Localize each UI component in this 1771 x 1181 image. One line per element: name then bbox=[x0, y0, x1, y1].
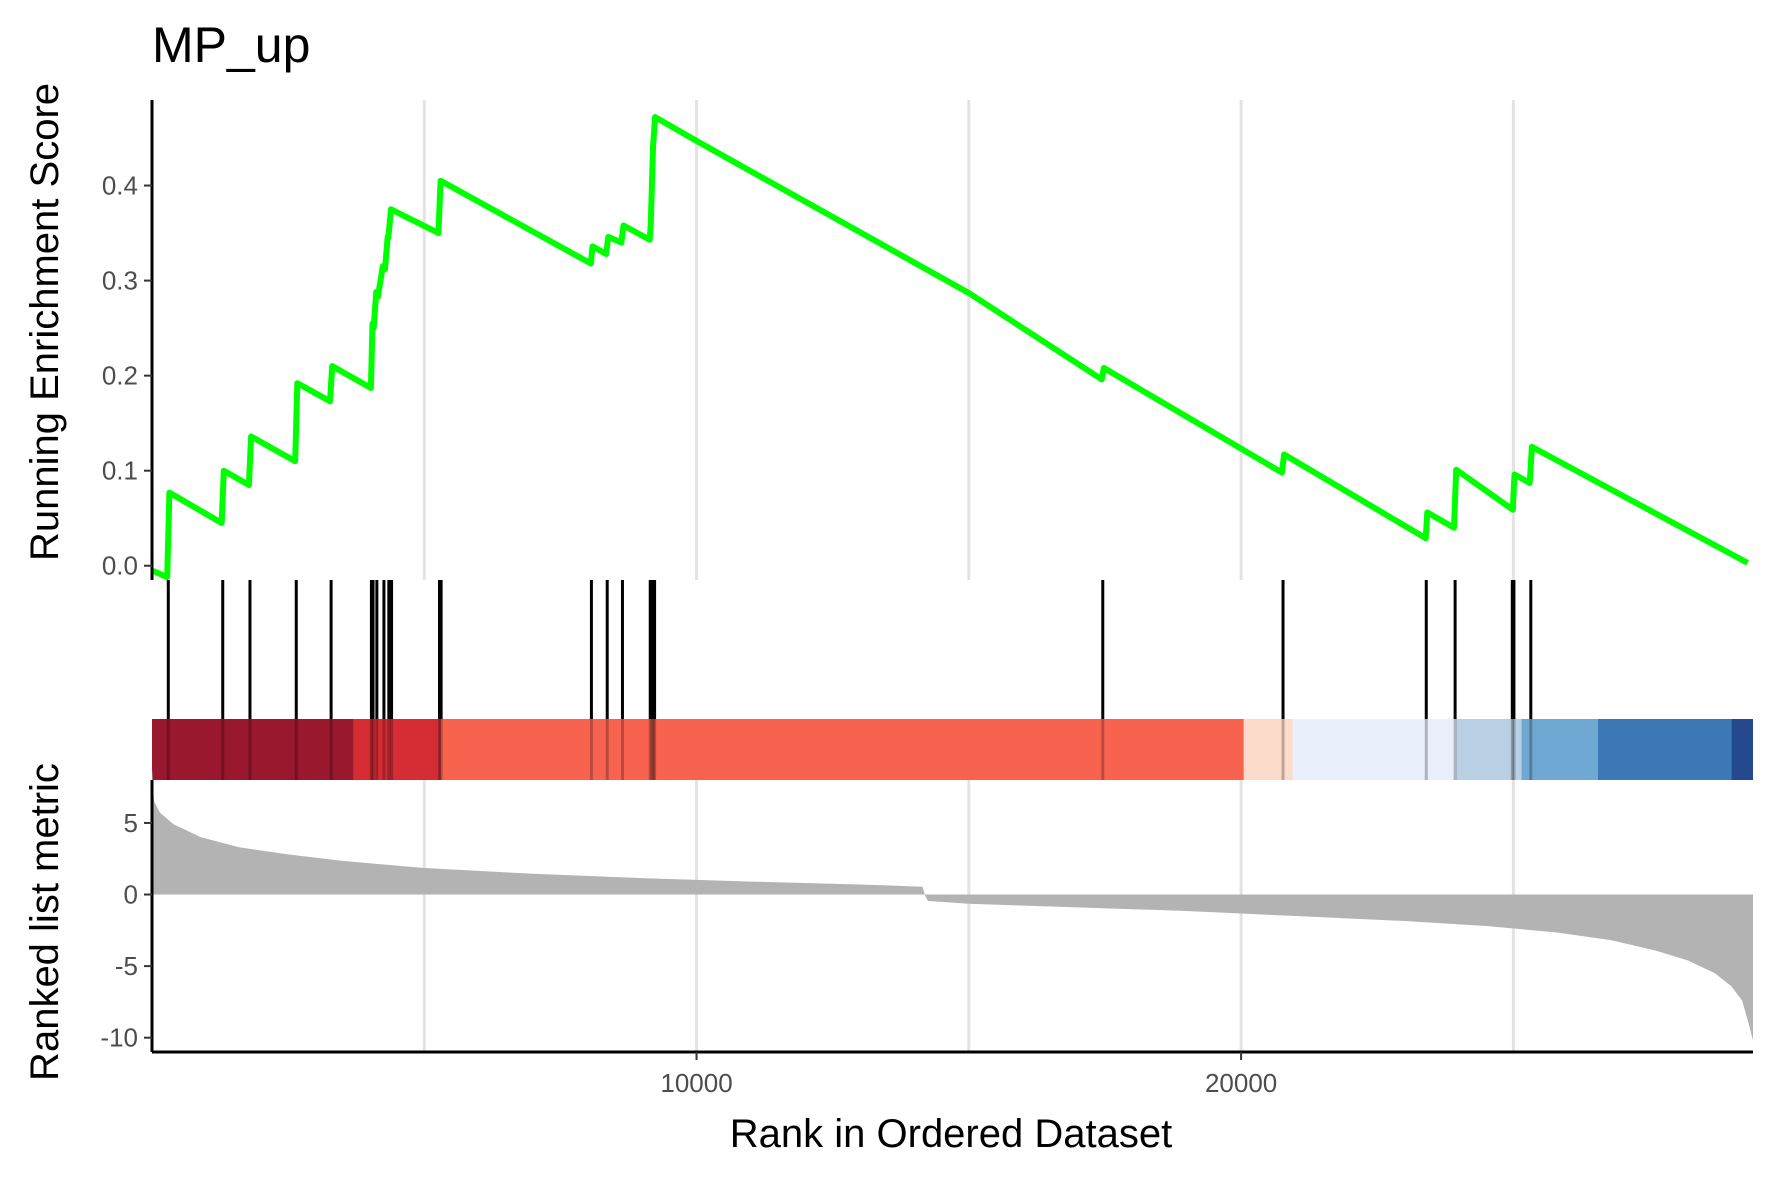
color-band bbox=[1292, 719, 1457, 780]
color-band bbox=[440, 719, 1244, 780]
es-y-axis-title: Running Enrichment Score bbox=[23, 83, 67, 561]
color-band bbox=[353, 719, 441, 780]
es-y-tick-label: 0.0 bbox=[102, 551, 138, 581]
color-band bbox=[1521, 719, 1598, 780]
color-band bbox=[152, 719, 354, 780]
x-tick-label: 20000 bbox=[1205, 1068, 1277, 1098]
x-axis-title: Rank in Ordered Dataset bbox=[730, 1112, 1172, 1156]
es-y-tick-label: 0.3 bbox=[102, 266, 138, 296]
es-y-tick-label: 0.4 bbox=[102, 171, 138, 201]
chart-title: MP_up bbox=[152, 17, 310, 73]
enrichment-score-line bbox=[150, 114, 1750, 581]
metric-y-tick-label: -5 bbox=[115, 951, 138, 981]
metric-y-tick-label: -10 bbox=[100, 1023, 138, 1053]
ranked-metric-area bbox=[152, 768, 1753, 1041]
x-tick-label: 10000 bbox=[660, 1068, 732, 1098]
axes: 0.0 0.1 0.2 0.3 0.4 5 0 -5 -10 10000 20000 bbox=[100, 100, 1753, 1098]
metric-y-axis-title: Ranked list metric bbox=[23, 763, 67, 1081]
color-band bbox=[1597, 719, 1732, 780]
es-y-tick-label: 0.1 bbox=[102, 456, 138, 486]
color-band bbox=[1243, 719, 1293, 780]
es-y-tick-label: 0.2 bbox=[102, 361, 138, 391]
color-band bbox=[1731, 719, 1753, 780]
metric-y-tick-label: 5 bbox=[124, 808, 138, 838]
color-band bbox=[1456, 719, 1522, 780]
ranked-metric-panel bbox=[152, 768, 1753, 1041]
hit-rug-panel bbox=[166, 580, 1533, 719]
metric-y-tick-label: 0 bbox=[124, 880, 138, 910]
enrichment-score-panel bbox=[150, 114, 1750, 581]
rank-color-bar-panel bbox=[152, 719, 1753, 780]
